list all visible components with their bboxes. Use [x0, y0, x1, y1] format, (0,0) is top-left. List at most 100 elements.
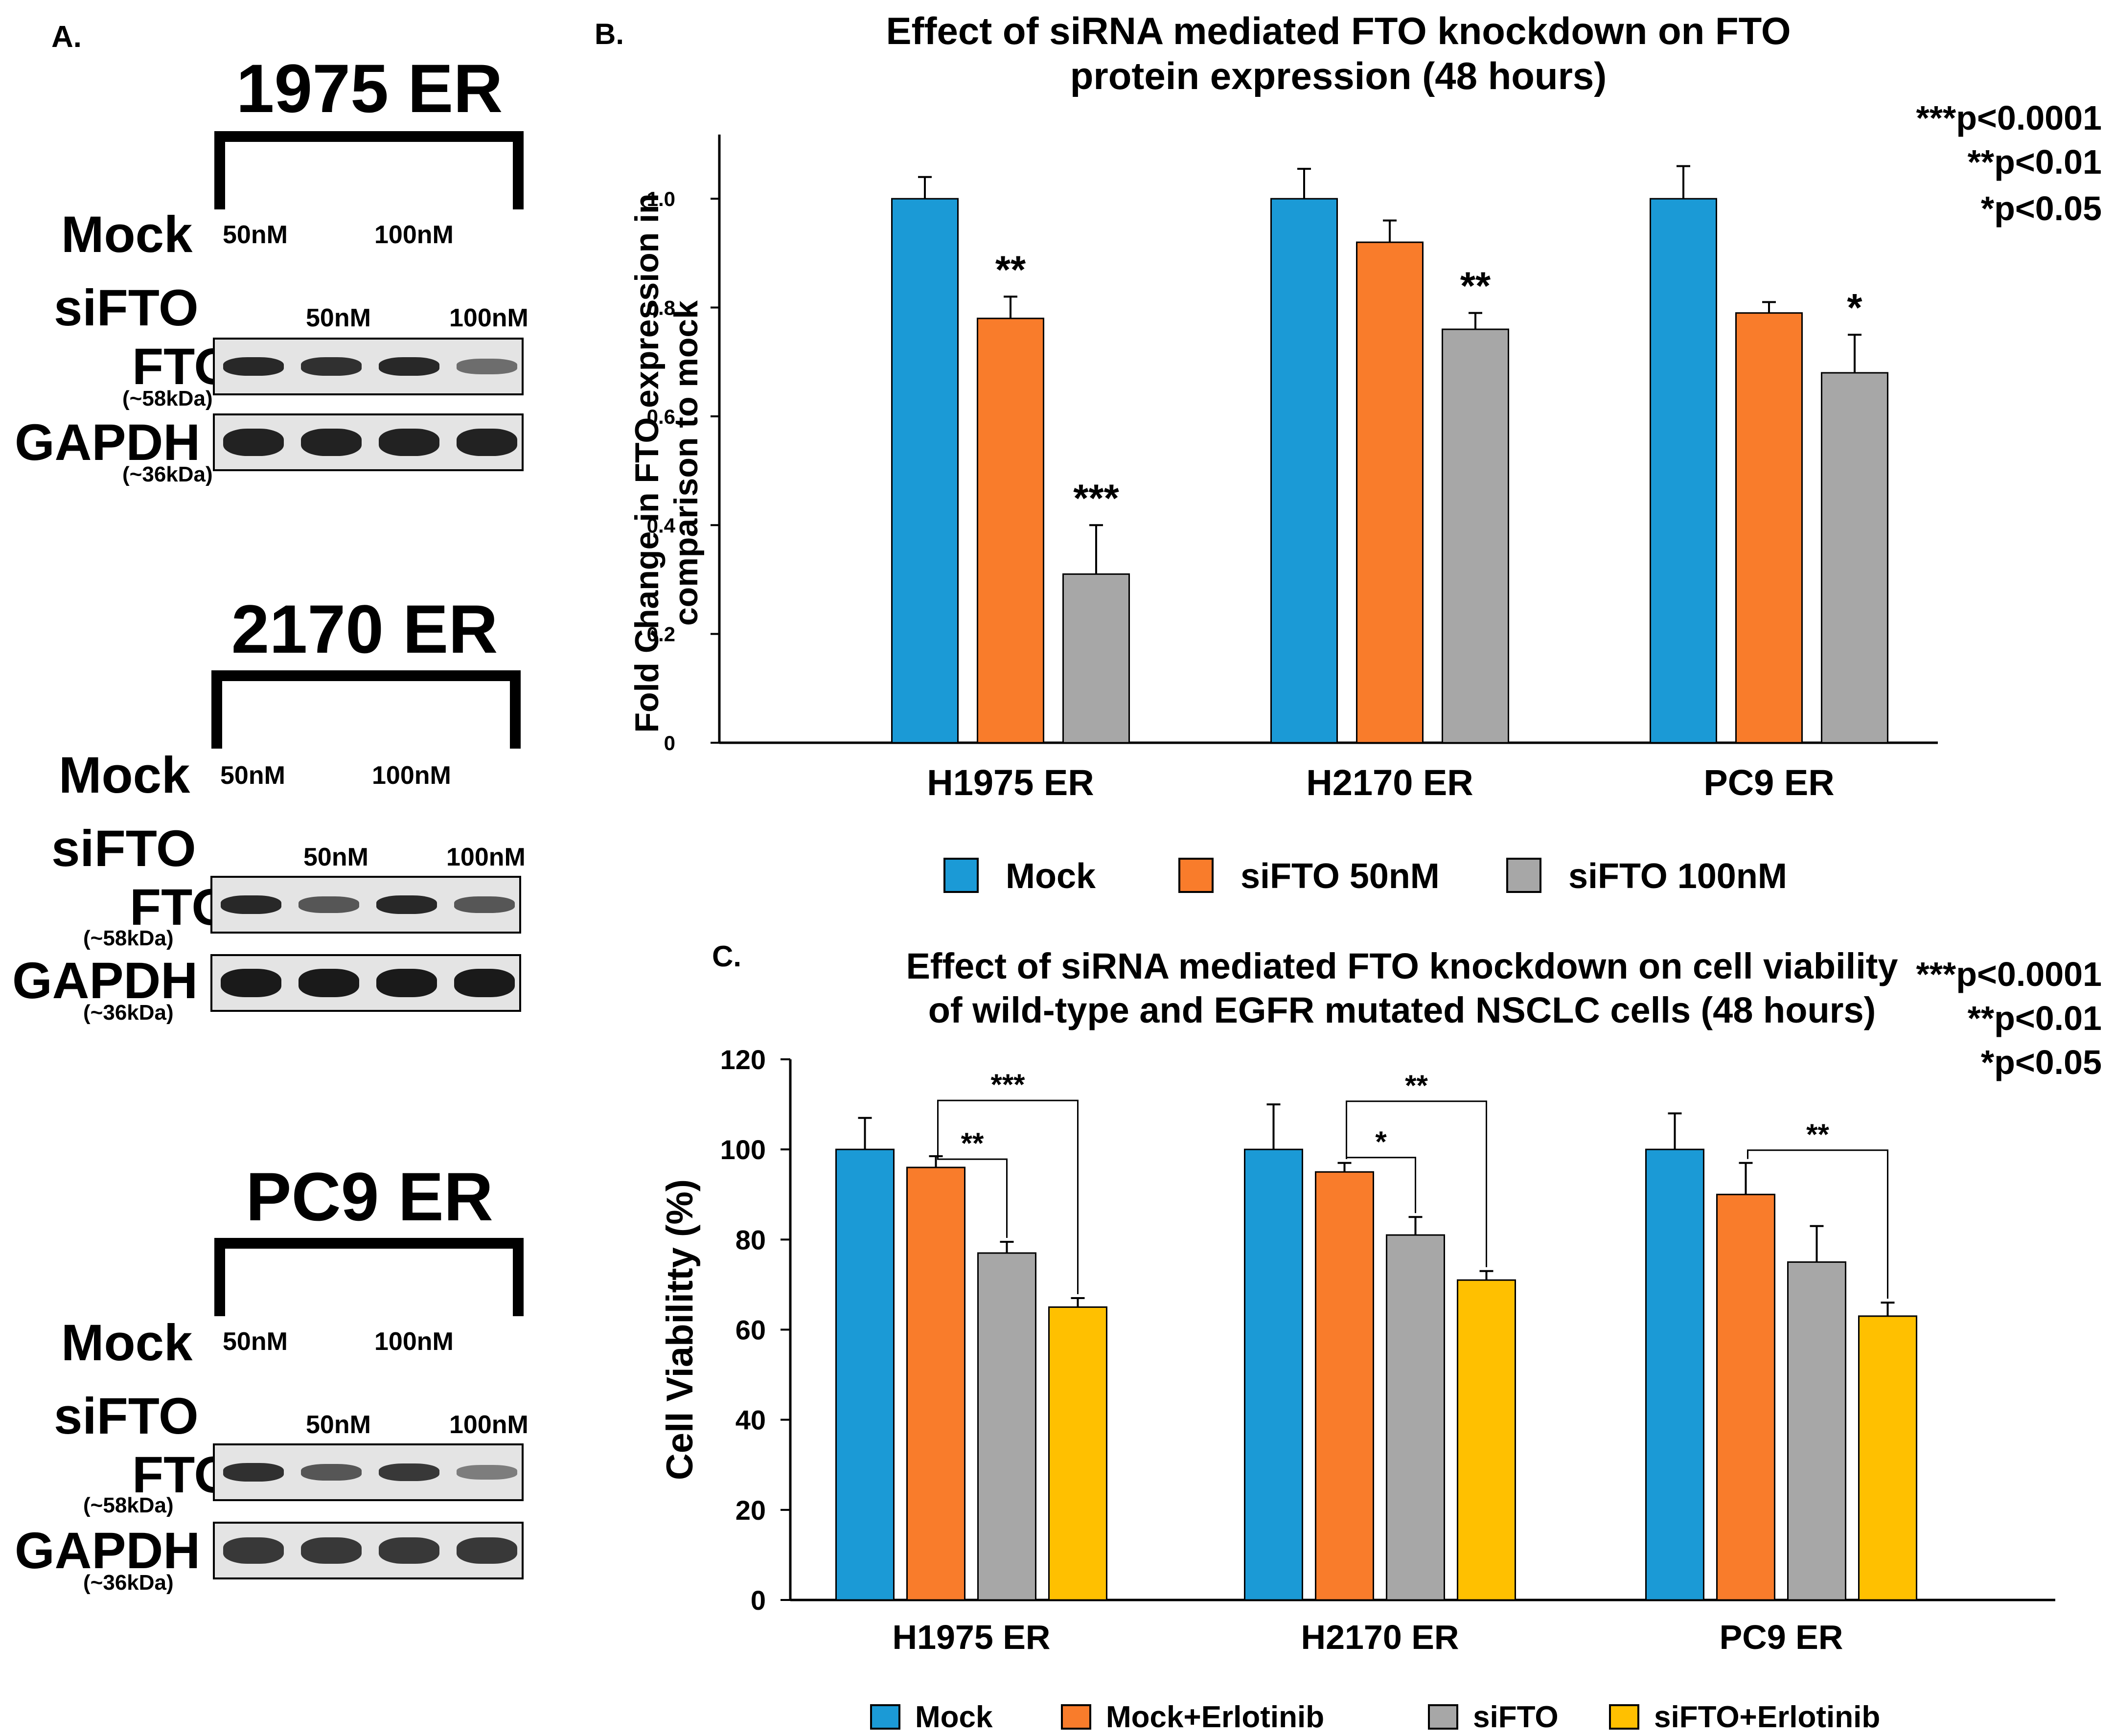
- chart-c-title: Effect of siRNA mediated FTO knockdown o…: [906, 946, 1898, 986]
- chart-b: B. Effect of siRNA mediated FTO knockdown…: [595, 9, 2102, 896]
- mock-label: Mock: [59, 747, 190, 804]
- x-tick-label: H2170 ER: [1301, 1618, 1459, 1656]
- fto-blot-strip: [213, 1443, 524, 1501]
- legend-swatch: [943, 858, 979, 893]
- fto-band: [301, 357, 362, 376]
- significance-mark: ***: [1073, 476, 1119, 520]
- gapdh-blot-strip: [213, 413, 524, 471]
- legend-label: siFTO+Erlotinib: [1654, 1700, 1880, 1734]
- bar-mock-erlotinib: [906, 1166, 965, 1601]
- bar-sifto-erlotinib: [1858, 1315, 1917, 1601]
- y-tick-label: 60: [735, 1315, 766, 1346]
- blot-bracket: [214, 131, 524, 209]
- y-tick-label: 80: [735, 1224, 766, 1255]
- fto-band: [299, 896, 360, 913]
- y-tick-label: 0.8: [647, 297, 675, 320]
- legend-swatch: [1506, 858, 1541, 893]
- bar-sifto-100nm: [1821, 372, 1888, 744]
- significance-mark: **: [995, 248, 1026, 291]
- blot-bracket: [214, 1238, 524, 1316]
- gapdh-band: [223, 1537, 284, 1564]
- fto-band: [223, 357, 284, 376]
- y-tick-label: 0: [664, 731, 675, 754]
- significance-bracket: [1346, 1100, 1487, 1267]
- p-value-legend: *p<0.05: [1981, 189, 2102, 228]
- x-tick-label: H1975 ER: [927, 762, 1094, 803]
- gapdh-blot-strip: [213, 1522, 524, 1579]
- significance-bracket: [1747, 1149, 1888, 1299]
- legend-swatch: [1178, 858, 1214, 893]
- sifto-conc-50: 50nM: [306, 304, 371, 332]
- y-axis-label: Cell Viabilitty (%): [659, 1179, 701, 1480]
- gapdh-band: [221, 969, 282, 997]
- bar-sifto: [1787, 1261, 1846, 1601]
- gapdh-band: [301, 428, 362, 457]
- significance-bracket: [937, 1152, 1008, 1238]
- fto-band: [376, 895, 437, 914]
- fto-kda: (~58kDa): [83, 926, 174, 950]
- gapdh-blot-strip: [210, 954, 521, 1012]
- gapdh-label: GAPDH: [15, 414, 201, 471]
- y-tick-label: 100: [720, 1134, 766, 1165]
- gapdh-band: [456, 1537, 517, 1564]
- legend-label: Mock+Erlotinib: [1106, 1700, 1324, 1734]
- legend-label: siFTO 100nM: [1568, 857, 1787, 896]
- chart-c: C. Effect of siRNA mediated FTO knockdown…: [659, 940, 2102, 1734]
- gapdh-band: [378, 428, 439, 457]
- p-value-legend: *p<0.05: [1981, 1043, 2102, 1081]
- legend-swatch: [1061, 1704, 1091, 1730]
- bar-sifto-100nm: [1062, 573, 1130, 744]
- bar-mock-erlotinib: [1315, 1171, 1374, 1601]
- blot-title: 2170 ER: [231, 591, 498, 667]
- gapdh-band: [456, 428, 517, 457]
- gapdh-band: [223, 428, 284, 457]
- legend-label: Mock: [1006, 857, 1096, 896]
- fto-band: [378, 357, 439, 376]
- bar-sifto: [977, 1252, 1036, 1601]
- legend-label: Mock: [915, 1700, 993, 1734]
- significance-mark: *: [1375, 1125, 1387, 1158]
- sifto-conc-50: 50nM: [303, 843, 368, 871]
- y-tick-label: 0.2: [647, 623, 675, 646]
- bar-mock: [891, 198, 959, 744]
- sifto-conc-50: 50nM: [306, 1411, 371, 1439]
- x-tick-label: PC9 ER: [1720, 1618, 1843, 1656]
- legend-swatch: [870, 1704, 900, 1730]
- bar-sifto: [1386, 1234, 1445, 1601]
- fto-band: [378, 1463, 439, 1482]
- chart-b-title: protein expression (48 hours): [1070, 54, 1607, 97]
- sifto-conc-100: 100nM: [446, 843, 526, 871]
- gapdh-kda: (~36kDa): [122, 462, 213, 486]
- panel-a-letter: A.: [51, 20, 82, 54]
- bar-mock: [1645, 1148, 1704, 1601]
- gapdh-band: [301, 1537, 362, 1564]
- bar-mock: [1244, 1148, 1303, 1601]
- gapdh-band: [376, 969, 437, 997]
- mock-conc-50: 50nM: [223, 221, 288, 249]
- fto-band: [301, 1464, 362, 1481]
- mock-conc-100: 100nM: [372, 761, 451, 790]
- bar-mock-erlotinib: [1716, 1193, 1775, 1601]
- significance-mark: **: [1806, 1118, 1829, 1151]
- mock-label: Mock: [61, 206, 193, 263]
- bar-mock: [1650, 198, 1717, 744]
- sifto-conc-100: 100nM: [449, 304, 528, 332]
- y-tick-label: 120: [720, 1044, 766, 1075]
- y-tick-label: 1.0: [647, 187, 675, 210]
- sifto-label: siFTO: [51, 820, 196, 877]
- fto-blot-strip: [210, 876, 521, 934]
- gapdh-band: [299, 969, 360, 997]
- mock-conc-50: 50nM: [220, 761, 285, 790]
- panel-b-letter: B.: [595, 18, 624, 50]
- fto-band: [456, 359, 517, 374]
- bar-mock: [1270, 198, 1338, 744]
- fto-band: [454, 896, 515, 913]
- y-axis-label: comparison to mock: [667, 300, 705, 626]
- legend-label: siFTO 50nM: [1241, 857, 1440, 896]
- fto-kda: (~58kDa): [122, 387, 213, 411]
- significance-bracket: [937, 1099, 1079, 1295]
- p-value-legend: ***p<0.0001: [1916, 955, 2102, 993]
- p-value-legend: **p<0.01: [1968, 143, 2102, 181]
- y-tick-label: 0: [751, 1585, 766, 1616]
- bar-sifto-erlotinib: [1457, 1279, 1516, 1601]
